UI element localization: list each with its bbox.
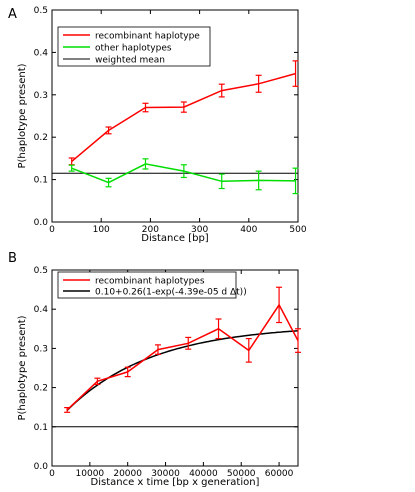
x-tick-label-a: 500	[289, 225, 306, 235]
x-tick-label-b: 10000	[76, 469, 105, 479]
x-tick-label-b: 50000	[227, 469, 256, 479]
legend-label-recombinant-haplotype: recombinant haplotype	[95, 32, 200, 42]
x-tick-label-a: 100	[93, 225, 110, 235]
x-axis-label-a: Distance [bp]	[141, 233, 209, 244]
y-tick-label-a: 0.1	[34, 176, 48, 186]
legend-label-weighted-mean: weighted mean	[95, 56, 165, 66]
legend-label-other-haplotypes: other haplotypes	[95, 44, 172, 54]
panel-b: B 0 10000 20000 30000 40000 50000 600000.00.10…	[8, 251, 301, 488]
panel-label-b: B	[8, 251, 17, 266]
fit-curve	[66, 330, 299, 411]
series-line-recombinant-haplotype	[71, 72, 296, 162]
y-tick-label-a: 0.4	[34, 48, 49, 58]
y-axis-label-a: P(haplotype present)	[17, 63, 28, 168]
legend-a: recombinant haplotype other haplotypes w…	[57, 26, 211, 67]
y-tick-label-b: 0.0	[34, 462, 49, 472]
panel-label-a: A	[8, 7, 17, 22]
legend-b: recombinant haplotypes 0.10+0.26(1-exp(-…	[57, 271, 247, 299]
y-tick-label-a: 0.0	[34, 218, 49, 228]
legend-label-fit: 0.10+0.26(1-exp(-4.39e-05 d Δt))	[95, 288, 247, 298]
ticks-b: 0 10000 20000 30000 40000 50000 60000 0.0 0.1 0.2…	[34, 266, 298, 479]
y-tick-label-b: 0.4	[34, 305, 49, 315]
y-tick-label-b: 0.3	[34, 344, 48, 354]
x-tick-label-b: 20000	[113, 469, 142, 479]
y-tick-label-b: 0.2	[34, 384, 48, 394]
ticks-a: 0 100 200 300 400 500 0.0 0.1 0.2 0.3 0.4 0.5	[34, 6, 307, 235]
legend-box-b	[57, 271, 237, 299]
series-line-recombinant-haplotypes	[66, 303, 299, 411]
x-tick-label-b: 30000	[151, 469, 180, 479]
x-tick-label-a: 400	[240, 225, 257, 235]
x-tick-label-a: 0	[49, 225, 55, 235]
plot-frame-a	[51, 9, 299, 223]
fit-curve-group-b	[66, 330, 299, 411]
y-tick-label-a: 0.2	[34, 133, 48, 143]
y-tick-label-b: 0.1	[34, 423, 48, 433]
x-tick-label-b: 40000	[189, 469, 218, 479]
plot-frame-b	[51, 269, 299, 467]
legend-label-recombinant-haplotypes: recombinant haplotypes	[95, 277, 205, 287]
y-tick-label-b: 0.5	[34, 266, 48, 276]
x-tick-label-a: 300	[191, 225, 208, 235]
panel-a: A 0 100 200 300 400 500 0.0 0.1 0.2 0.3 0.4 0.5 Dis…	[8, 6, 307, 244]
x-tick-label-b: 0	[49, 469, 55, 479]
x-axis-label-b: Distance x time [bp x generation]	[91, 477, 260, 488]
y-tick-label-a: 0.3	[34, 91, 48, 101]
series-b	[64, 286, 301, 413]
x-tick-label-b: 60000	[265, 469, 294, 479]
y-axis-label-b: P(haplotype present)	[17, 315, 28, 420]
series-a	[68, 60, 299, 195]
y-tick-label-a: 0.5	[34, 6, 48, 16]
x-tick-label-a: 200	[142, 225, 159, 235]
